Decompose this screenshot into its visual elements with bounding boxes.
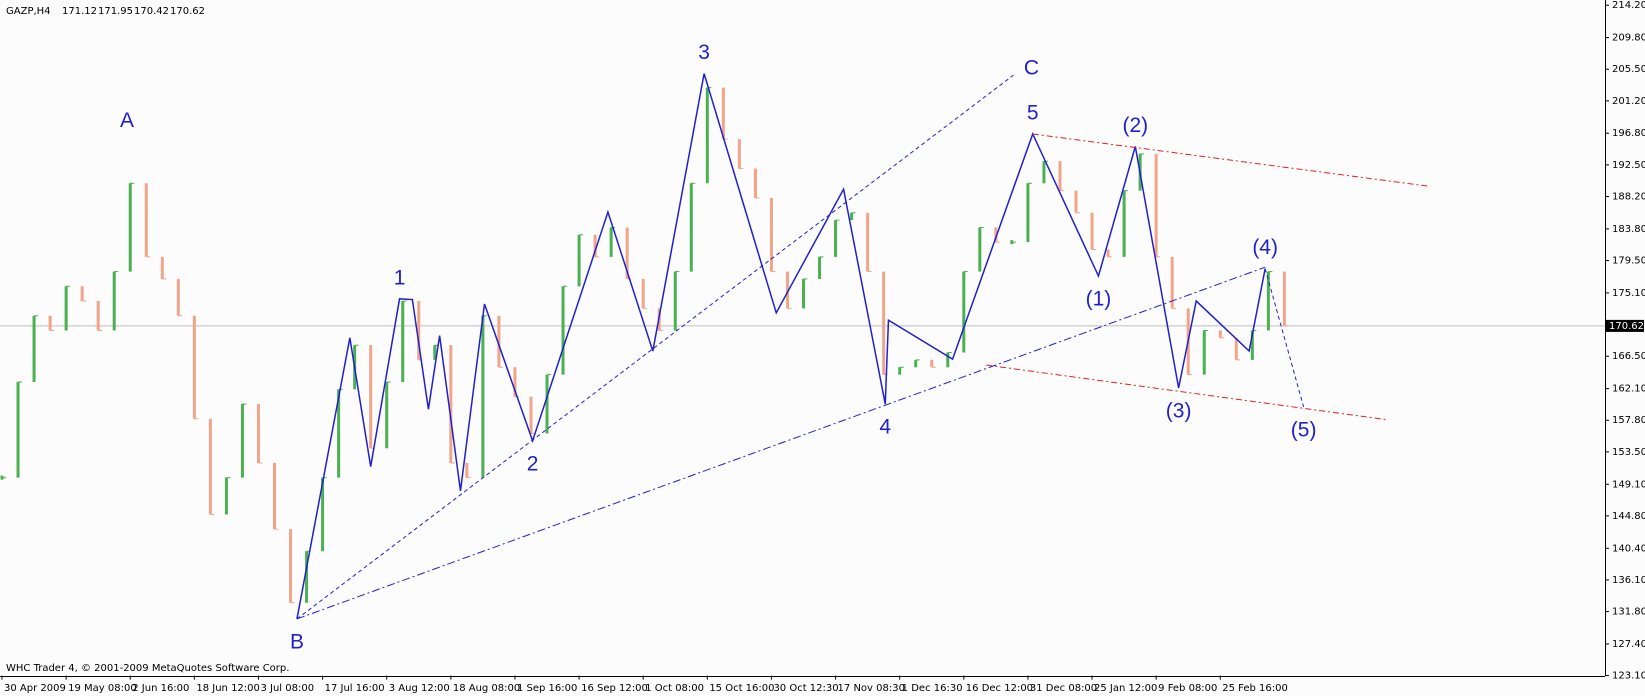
y-tick-label: 153.50 bbox=[1612, 447, 1645, 458]
wave-label: 3 bbox=[698, 41, 710, 64]
wave-line bbox=[296, 73, 1266, 620]
y-tick-label: 131.80 bbox=[1612, 607, 1645, 618]
wave-label: 4 bbox=[879, 416, 891, 439]
x-tick-label: 1 Sep 16:00 bbox=[517, 683, 577, 694]
y-tick-label: 196.80 bbox=[1612, 128, 1645, 139]
wave-label: 2 bbox=[527, 452, 539, 475]
x-tick-label: 16 Sep 12:00 bbox=[581, 683, 648, 694]
y-tick-label: 136.10 bbox=[1612, 575, 1645, 586]
y-tick-label: 144.80 bbox=[1612, 511, 1645, 522]
x-tick-label: 17 Jul 16:00 bbox=[325, 683, 385, 694]
wave-label: (4) bbox=[1252, 236, 1278, 259]
x-tick-label: 1 Oct 08:00 bbox=[645, 683, 704, 694]
trend-line bbox=[1032, 133, 1429, 187]
wave-label: 1 bbox=[394, 266, 406, 289]
y-tick-label: 140.40 bbox=[1612, 543, 1645, 554]
x-tick-label: 19 May 08:00 bbox=[68, 683, 137, 694]
x-tick-label: 1 Dec 16:30 bbox=[902, 683, 963, 694]
last-price-label: 170.62 bbox=[1609, 321, 1644, 332]
y-tick-label: 205.50 bbox=[1612, 64, 1645, 75]
quote-value: 171.12 bbox=[62, 6, 97, 17]
x-tick-label: 16 Dec 12:00 bbox=[966, 683, 1033, 694]
wave-label: (2) bbox=[1122, 114, 1148, 137]
x-tick-label: 3 Aug 12:00 bbox=[389, 683, 450, 694]
y-tick-label: 192.50 bbox=[1612, 160, 1645, 171]
x-tick-label: 30 Apr 2009 bbox=[4, 683, 66, 694]
y-tick-label: 188.20 bbox=[1612, 192, 1645, 203]
wave-label: C bbox=[1024, 57, 1039, 80]
x-tick-label: 15 Oct 16:00 bbox=[709, 683, 774, 694]
wave-label: (3) bbox=[1166, 399, 1192, 422]
y-tick-label: 149.10 bbox=[1612, 479, 1645, 490]
x-tick-label: 3 Jul 08:00 bbox=[260, 683, 314, 694]
trend-line bbox=[296, 266, 1266, 620]
y-tick-label: 127.40 bbox=[1612, 639, 1645, 650]
trend-line bbox=[296, 74, 1014, 620]
x-tick-label: 25 Feb 16:00 bbox=[1222, 683, 1288, 694]
y-tick-label: 201.20 bbox=[1612, 96, 1645, 107]
quote-value: 170.42 bbox=[134, 6, 169, 17]
x-tick-label: 17 Nov 08:30 bbox=[838, 683, 905, 694]
y-tick-label: 157.80 bbox=[1612, 415, 1645, 426]
copyright: WHC Trader 4, © 2001-2009 MetaQuotes Sof… bbox=[6, 663, 289, 674]
y-tick-label: 183.80 bbox=[1612, 224, 1645, 235]
trend-line bbox=[1264, 268, 1305, 408]
x-tick-label: 30 Oct 12:30 bbox=[773, 683, 838, 694]
x-tick-label: 9 Feb 08:00 bbox=[1158, 683, 1217, 694]
y-tick-label: 162.10 bbox=[1612, 384, 1645, 395]
y-tick-label: 175.10 bbox=[1612, 288, 1645, 299]
y-tick-label: 214.20 bbox=[1612, 0, 1645, 11]
y-tick-label: 123.10 bbox=[1612, 671, 1645, 682]
quote-value: 170.62 bbox=[170, 6, 205, 17]
wave-label: A bbox=[120, 109, 134, 132]
symbol: GAZP,H4 bbox=[6, 6, 51, 17]
x-tick-label: 18 Jun 12:00 bbox=[196, 683, 260, 694]
x-tick-label: 2 Jun 16:00 bbox=[132, 683, 189, 694]
x-tick-label: 25 Jan 12:00 bbox=[1094, 683, 1157, 694]
wave-label: (1) bbox=[1086, 288, 1112, 311]
x-tick-label: 31 Dec 08:00 bbox=[1030, 683, 1097, 694]
wave-label: (5) bbox=[1291, 419, 1317, 442]
y-tick-label: 166.50 bbox=[1612, 351, 1645, 362]
quote-value: 171.95 bbox=[98, 6, 133, 17]
y-tick-label: 209.80 bbox=[1612, 33, 1645, 44]
wave-label: B bbox=[290, 630, 304, 653]
y-tick-label: 179.50 bbox=[1612, 256, 1645, 267]
x-tick-label: 18 Aug 08:00 bbox=[453, 683, 520, 694]
trend-line bbox=[986, 364, 1386, 421]
last-price-box bbox=[1606, 319, 1644, 332]
wave-label: 5 bbox=[1027, 102, 1039, 125]
